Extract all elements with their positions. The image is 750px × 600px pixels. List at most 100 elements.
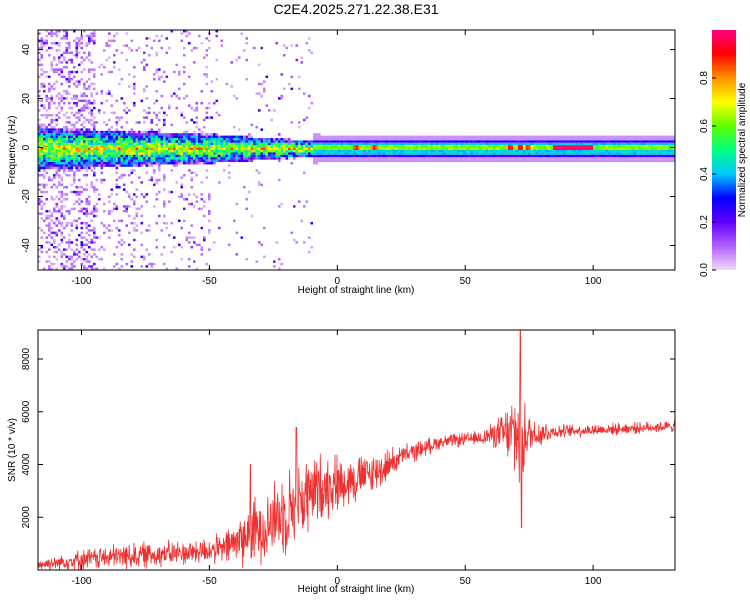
heatmap-cell: [623, 135, 626, 139]
heatmap-cell: [50, 135, 54, 139]
heatmap-cell: [48, 147, 51, 151]
heatmap-cell: [353, 142, 356, 146]
heatmap-cell: [550, 157, 554, 160]
heatmap-cell: [445, 159, 449, 163]
heatmap-cell: [508, 145, 511, 148]
heatmap-cell: [513, 159, 516, 163]
heatmap-cell: [183, 154, 186, 158]
heatmap-cell: [658, 140, 661, 143]
heatmap-cell: [140, 162, 144, 165]
heatmap-cell: [48, 178, 51, 182]
heatmap-cell: [265, 142, 269, 146]
heatmap-cell: [78, 111, 81, 115]
heatmap-cell: [133, 229, 136, 232]
heatmap-cell: [435, 152, 439, 155]
heatmap-cell: [475, 154, 479, 158]
heatmap-cell: [80, 222, 84, 225]
heatmap-cell: [110, 135, 114, 139]
heatmap-cell: [558, 145, 561, 148]
heatmap-cell: [238, 140, 241, 143]
heatmap-cell: [298, 126, 301, 129]
heatmap-cell: [50, 126, 54, 129]
heatmap-cell: [590, 145, 594, 148]
heatmap-cell: [60, 145, 64, 148]
heatmap-cell: [148, 147, 151, 151]
heatmap-cell: [458, 152, 461, 155]
heatmap-cell: [645, 152, 649, 155]
heatmap-cell: [43, 126, 46, 129]
heatmap-cell: [598, 152, 601, 155]
heatmap-cell: [420, 135, 424, 139]
heatmap-cell: [360, 140, 364, 143]
heatmap-cell: [185, 236, 189, 239]
heatmap-cell: [570, 142, 574, 146]
heatmap-cell: [650, 150, 654, 153]
heatmap-cell: [208, 106, 211, 110]
heatmap-cell: [73, 142, 76, 146]
heatmap-cell: [150, 154, 154, 158]
heatmap-cell: [83, 164, 86, 167]
heatmap-cell: [203, 200, 206, 203]
heatmap-cell: [573, 135, 576, 139]
heatmap-cell: [83, 147, 86, 151]
heatmap-cell: [120, 126, 124, 129]
heatmap-cell: [158, 111, 161, 115]
heatmap-cell: [143, 130, 146, 134]
heatmap-cell: [60, 224, 64, 227]
heatmap-cell: [278, 157, 281, 160]
heatmap-cell: [265, 154, 269, 158]
heatmap-cell: [123, 164, 126, 167]
heatmap-cell: [213, 159, 216, 163]
heatmap-cell: [73, 219, 76, 223]
heatmap-cell: [633, 152, 636, 155]
heatmap-cell: [228, 142, 231, 146]
heatmap-cell: [358, 154, 361, 158]
heatmap-cell: [133, 147, 136, 151]
heatmap-cell: [465, 138, 469, 141]
heatmap-cell: [90, 114, 94, 117]
heatmap-cell: [88, 111, 91, 115]
heatmap-cell: [653, 147, 656, 151]
heatmap-cell: [58, 102, 61, 105]
heatmap-cell: [280, 138, 284, 141]
heatmap-cell: [200, 42, 204, 45]
heatmap-cell: [75, 121, 79, 124]
heatmap-cell: [380, 152, 384, 155]
heatmap-cell: [653, 142, 656, 146]
heatmap-cell: [90, 61, 94, 64]
heatmap-cell: [185, 133, 189, 136]
heatmap-cell: [170, 152, 174, 155]
heatmap-cell: [203, 205, 206, 208]
heatmap-cell: [305, 116, 309, 119]
heatmap-cell: [388, 159, 391, 163]
heatmap-cell: [215, 99, 219, 103]
heatmap-cell: [93, 135, 96, 139]
heatmap-cell: [43, 104, 46, 107]
heatmap-cell: [663, 147, 666, 151]
heatmap-cell: [350, 154, 354, 158]
heatmap-cell: [95, 162, 99, 165]
heatmap-cell: [640, 152, 644, 155]
heatmap-cell: [398, 152, 401, 155]
heatmap-cell: [415, 142, 419, 146]
heatmap-cell: [55, 68, 59, 71]
heatmap-cell: [520, 152, 524, 155]
heatmap-cell: [220, 135, 224, 139]
heatmap-cell: [563, 152, 566, 155]
heatmap-cell: [83, 248, 86, 251]
heatmap-cell: [138, 130, 141, 134]
heatmap-cell: [108, 159, 111, 163]
heatmap-cell: [83, 68, 86, 71]
heatmap-cell: [553, 154, 556, 158]
heatmap-cell: [273, 140, 276, 143]
heatmap-cell: [130, 150, 134, 153]
heatmap-cell: [158, 162, 161, 165]
heatmap-cell: [43, 174, 46, 177]
heatmap-cell: [498, 145, 501, 148]
heatmap-cell: [50, 195, 54, 199]
heatmap-cell: [163, 205, 166, 208]
heatmap-cell: [428, 142, 431, 146]
heatmap-cell: [70, 145, 74, 148]
heatmap-cell: [335, 142, 339, 146]
heatmap-cell: [70, 241, 74, 244]
